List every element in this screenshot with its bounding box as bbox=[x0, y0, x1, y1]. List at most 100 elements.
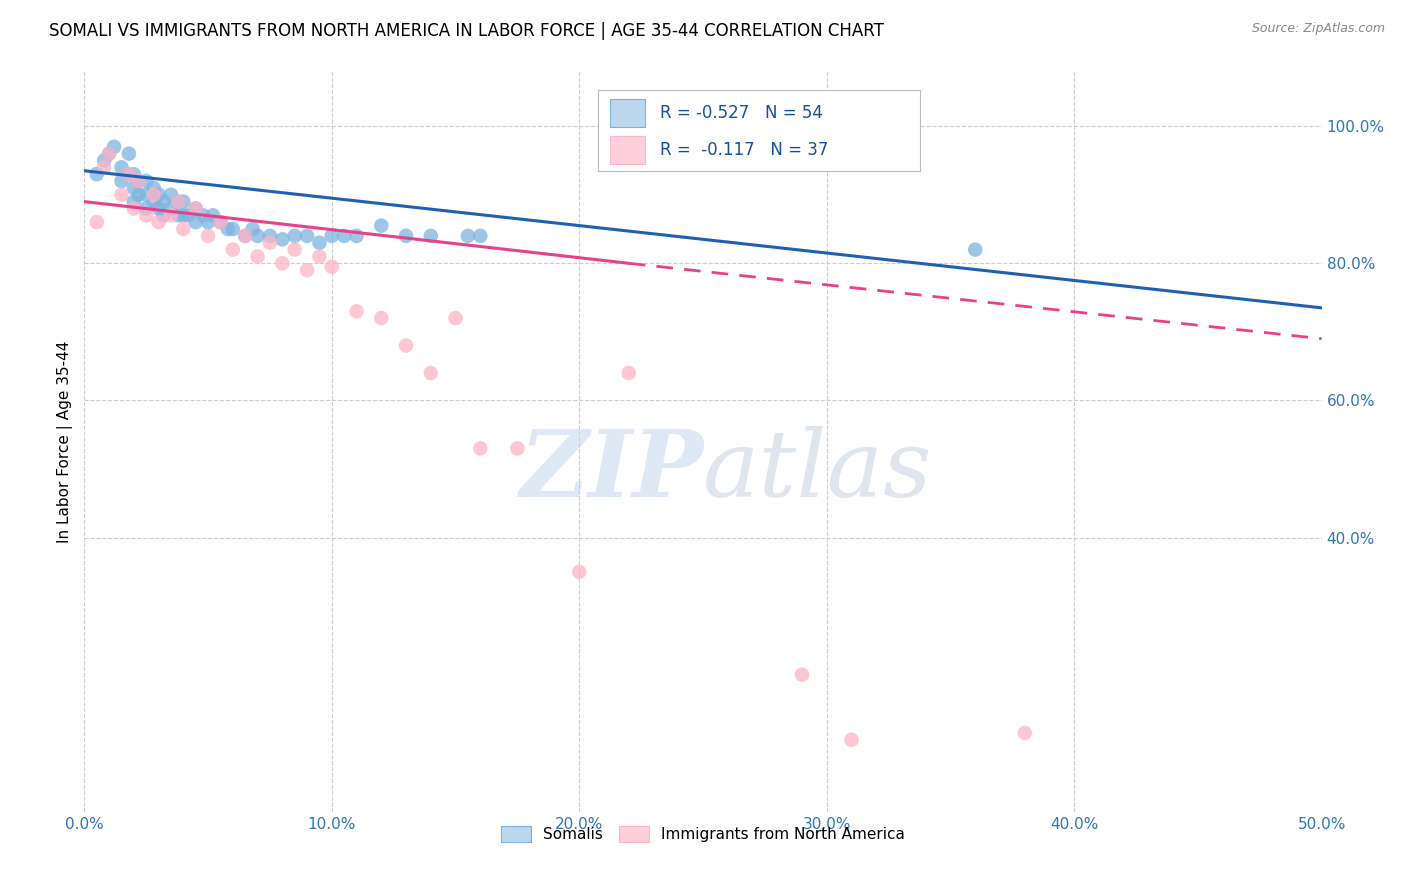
Point bbox=[321, 260, 343, 274]
Bar bbox=[610, 136, 645, 164]
Point bbox=[284, 228, 307, 243]
Point bbox=[222, 222, 245, 236]
Point bbox=[271, 256, 294, 270]
Point bbox=[118, 167, 141, 181]
Point bbox=[419, 228, 441, 243]
Point bbox=[395, 228, 418, 243]
Point bbox=[965, 243, 987, 257]
Point bbox=[172, 222, 194, 236]
Point bbox=[259, 228, 281, 243]
Point bbox=[142, 194, 165, 209]
Point bbox=[308, 250, 330, 264]
Point bbox=[197, 228, 219, 243]
Text: R = -0.527   N = 54: R = -0.527 N = 54 bbox=[659, 103, 823, 122]
Point bbox=[184, 202, 207, 216]
Point bbox=[197, 215, 219, 229]
Point bbox=[308, 235, 330, 250]
Point bbox=[93, 161, 115, 175]
Point bbox=[444, 311, 467, 326]
Point bbox=[160, 202, 183, 216]
Point bbox=[246, 228, 269, 243]
Point bbox=[167, 194, 190, 209]
Point bbox=[217, 222, 239, 236]
Point bbox=[172, 208, 194, 222]
Point bbox=[419, 366, 441, 380]
Point bbox=[103, 140, 125, 154]
Point bbox=[790, 667, 813, 681]
Point bbox=[346, 228, 368, 243]
Point bbox=[122, 194, 145, 209]
Point bbox=[152, 208, 174, 222]
Bar bbox=[598, 90, 920, 171]
Point bbox=[128, 174, 150, 188]
Point bbox=[284, 243, 307, 257]
Point bbox=[128, 174, 150, 188]
Point bbox=[184, 215, 207, 229]
Point bbox=[160, 187, 183, 202]
Text: ZIP: ZIP bbox=[519, 426, 703, 516]
Point bbox=[271, 232, 294, 246]
Point bbox=[142, 187, 165, 202]
Point bbox=[395, 338, 418, 352]
Point bbox=[160, 208, 183, 222]
Point bbox=[98, 146, 121, 161]
Point bbox=[370, 311, 392, 326]
Point bbox=[93, 153, 115, 168]
Point bbox=[167, 194, 190, 209]
Point bbox=[295, 263, 318, 277]
Point bbox=[259, 235, 281, 250]
Point bbox=[233, 228, 256, 243]
Point bbox=[148, 202, 170, 216]
Point bbox=[110, 174, 132, 188]
Point bbox=[86, 167, 108, 181]
Point bbox=[148, 215, 170, 229]
Point bbox=[242, 222, 264, 236]
Point bbox=[457, 228, 479, 243]
Y-axis label: In Labor Force | Age 35-44: In Labor Force | Age 35-44 bbox=[58, 341, 73, 542]
Point bbox=[110, 187, 132, 202]
Point bbox=[841, 732, 863, 747]
Point bbox=[118, 167, 141, 181]
Point bbox=[122, 167, 145, 181]
Point bbox=[135, 187, 157, 202]
Text: SOMALI VS IMMIGRANTS FROM NORTH AMERICA IN LABOR FORCE | AGE 35-44 CORRELATION C: SOMALI VS IMMIGRANTS FROM NORTH AMERICA … bbox=[49, 22, 884, 40]
Text: R =  -0.117   N = 37: R = -0.117 N = 37 bbox=[659, 141, 828, 159]
Text: Source: ZipAtlas.com: Source: ZipAtlas.com bbox=[1251, 22, 1385, 36]
Point bbox=[617, 366, 640, 380]
Point bbox=[233, 228, 256, 243]
Text: atlas: atlas bbox=[703, 426, 932, 516]
Point bbox=[333, 228, 356, 243]
Point bbox=[128, 187, 150, 202]
Point bbox=[209, 215, 232, 229]
Point bbox=[246, 250, 269, 264]
Point bbox=[321, 228, 343, 243]
Point bbox=[167, 208, 190, 222]
Point bbox=[222, 243, 245, 257]
Point bbox=[370, 219, 392, 233]
Point bbox=[86, 215, 108, 229]
Point bbox=[346, 304, 368, 318]
Point bbox=[470, 442, 492, 456]
Point bbox=[142, 181, 165, 195]
Point bbox=[209, 215, 232, 229]
Point bbox=[118, 146, 141, 161]
Point bbox=[191, 208, 214, 222]
Point bbox=[177, 208, 200, 222]
Point bbox=[184, 202, 207, 216]
Point bbox=[506, 442, 529, 456]
Legend: Somalis, Immigrants from North America: Somalis, Immigrants from North America bbox=[495, 821, 911, 848]
Point bbox=[98, 146, 121, 161]
Point bbox=[1014, 726, 1036, 740]
Point bbox=[202, 208, 225, 222]
Point bbox=[122, 181, 145, 195]
Point bbox=[148, 187, 170, 202]
Point bbox=[135, 202, 157, 216]
Point bbox=[122, 202, 145, 216]
Point bbox=[135, 174, 157, 188]
Point bbox=[470, 228, 492, 243]
Point bbox=[135, 208, 157, 222]
Point bbox=[152, 194, 174, 209]
Point bbox=[568, 565, 591, 579]
Point bbox=[295, 228, 318, 243]
Point bbox=[110, 161, 132, 175]
